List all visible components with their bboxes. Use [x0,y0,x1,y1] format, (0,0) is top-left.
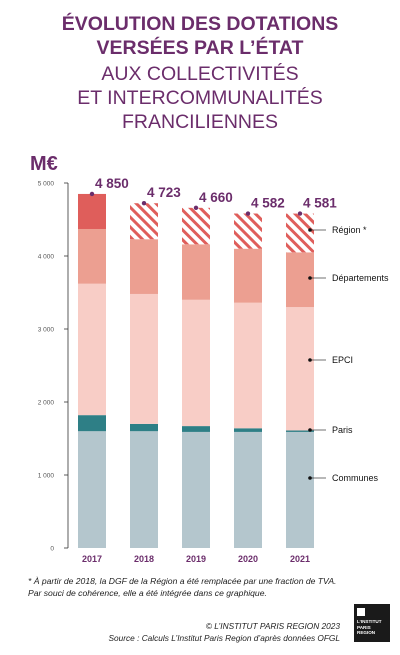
total-label-2020: 4 582 [251,196,285,211]
bar-epci-2018 [130,293,158,424]
x-tick-label-2018: 2018 [134,554,154,564]
total-marker-2020 [245,211,251,216]
bar-communes-2018 [130,431,158,548]
bar-region-2019 [182,207,210,245]
institut-logo: L’INSTITUT PARIS REGION [354,604,390,642]
copyright-text: © L’INSTITUT PARIS REGION 2023 [205,621,340,631]
bar-paris-2019 [182,426,210,432]
chart-title-line-1: ÉVOLUTION DES DOTATIONS [61,13,339,35]
x-tick-label-2017: 2017 [82,554,102,564]
bar-paris-2017 [78,415,106,432]
x-tick-label-2019: 2019 [186,554,206,564]
y-axis-unit-label: M€ [30,153,58,175]
y-tick-label: 0 [50,546,54,553]
bar-departements-2017 [78,228,106,284]
legend-label-communes: Communes [332,473,379,483]
total-marker-2017 [89,191,95,197]
bar-departements-2021 [286,252,314,308]
bar-communes-2021 [286,431,314,548]
chart-subtitle-line-3: FRANCILIENNES [121,111,279,133]
x-tick-label-2021: 2021 [290,554,310,564]
total-marker-2018 [141,201,147,206]
bar-region-2021 [286,213,314,253]
y-tick-label: 4 000 [38,254,55,261]
legend-label-region: Région * [332,225,367,235]
logo-line-1: L’INSTITUT [357,619,382,624]
bar-region-2020 [234,213,262,249]
legend-label-paris: Paris [332,425,353,435]
y-tick-label: 3 000 [38,327,55,334]
bar-communes-2019 [182,431,210,548]
logo-line-3: REGION [357,630,376,635]
legend-label-epci: EPCI [332,355,353,365]
bar-epci-2019 [182,299,210,427]
bar-departements-2019 [182,244,210,300]
bar-paris-2018 [130,423,158,432]
chart-title-line-2: VERSÉES PAR L’ÉTAT [96,37,304,59]
total-label-2017: 4 850 [95,176,129,191]
bar-communes-2020 [234,431,262,548]
total-label-2021: 4 581 [303,196,337,211]
bar-departements-2020 [234,248,262,303]
legend-label-departements: Départements [332,273,389,283]
chart-subtitle-line-1: AUX COLLECTIVITÉS [101,63,299,85]
bar-epci-2020 [234,302,262,429]
bar-region-2018 [130,203,158,240]
y-tick-label: 1 000 [38,473,55,480]
footnote-line-2: Par souci de cohérence, elle a été intég… [28,588,267,598]
total-label-2018: 4 723 [147,185,181,200]
total-marker-2021 [297,211,303,216]
bar-communes-2017 [78,431,106,548]
stacked-bar-chart: M€ 0 1 000 2 000 3 000 4 000 5 000 2017 4 850 20… [30,153,389,564]
bar-region-2017 [78,193,106,229]
logo-mark-icon [357,608,365,616]
bar-epci-2021 [286,307,314,431]
total-label-2019: 4 660 [199,190,233,205]
bar-paris-2021 [286,430,314,432]
y-tick-label: 5 000 [38,181,55,188]
bar-paris-2020 [234,428,262,432]
bar-departements-2018 [130,239,158,294]
chart-subtitle-line-2: ET INTERCOMMUNALITÉS [77,87,323,109]
logo-line-2: PARIS [357,624,371,630]
y-tick-label: 2 000 [38,400,55,407]
footnote-line-1: * À partir de 2018, la DGF de la Région … [28,576,337,586]
source-text: Source : Calculs L’Institut Paris Region… [108,633,340,643]
bar-epci-2017 [78,283,106,416]
total-marker-2019 [193,205,199,211]
x-tick-label-2020: 2020 [238,554,258,564]
